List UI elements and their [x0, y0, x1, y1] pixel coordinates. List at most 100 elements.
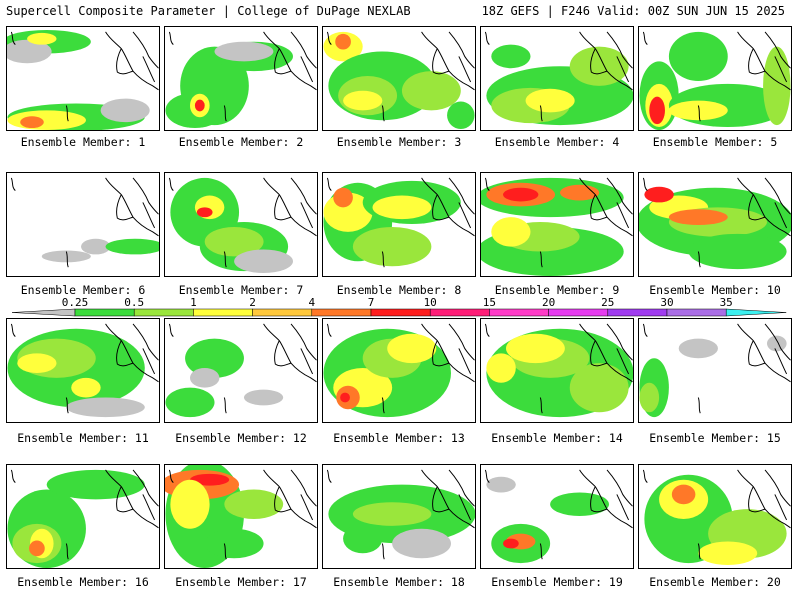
scp-field [323, 177, 475, 268]
ensemble-member-label: Ensemble Member: 2 [178, 135, 304, 149]
ensemble-member-map [6, 464, 160, 569]
legend-swatch [133, 308, 194, 317]
ensemble-member-map [322, 26, 476, 131]
ensemble-member-map [322, 464, 476, 569]
scp-contour [20, 116, 44, 129]
scp-contour [447, 101, 475, 130]
legend-tick-label: 2 [249, 296, 256, 309]
valid-time-label: 18Z GEFS | F246 Valid: 00Z SUN JUN 15 20… [481, 4, 785, 18]
ensemble-member-label: Ensemble Member: 20 [649, 575, 781, 589]
scp-contour [204, 528, 264, 559]
scp-contour [639, 382, 660, 413]
ensemble-member-map [164, 464, 318, 569]
scp-field [639, 323, 791, 418]
scp-contour [234, 249, 293, 274]
scp-field [323, 323, 475, 418]
great-lakes-outline [642, 31, 791, 122]
scp-contour [185, 338, 244, 378]
ensemble-member-map [164, 172, 318, 277]
great-lakes-outline [484, 469, 633, 560]
legend-tick-label: 0.5 [124, 296, 144, 309]
scp-contour [7, 39, 52, 64]
legend-swatch [666, 308, 727, 317]
great-lakes-outline [168, 469, 317, 560]
great-lakes-outline [326, 323, 475, 414]
great-lakes-outline [10, 323, 159, 414]
scp-contour [569, 46, 629, 86]
scp-contour [189, 473, 230, 486]
legend-tick-label: 4 [308, 296, 315, 309]
scp-field [165, 31, 317, 129]
legend-tick-label: 15 [483, 296, 496, 309]
ensemble-member-map [480, 464, 634, 569]
legend-tick-label: 35 [720, 296, 733, 309]
color-scale-legend: 0.25 0.5 1 2 4 7 10 15 20 25 30 35 [11, 296, 787, 317]
legend-swatch [607, 308, 668, 317]
scp-contour [71, 377, 101, 398]
ensemble-member-map [480, 172, 634, 277]
great-lakes-outline [484, 177, 633, 268]
scp-contour [196, 207, 213, 218]
ensemble-member-map [164, 26, 318, 131]
scp-field [165, 465, 317, 568]
scp-contour [372, 195, 432, 220]
great-lakes-outline [10, 469, 159, 560]
scp-field [481, 177, 633, 276]
scp-contour [194, 99, 205, 112]
scp-field [484, 323, 633, 418]
scp-contour [7, 110, 86, 130]
great-lakes-outline [168, 323, 317, 414]
scp-contour [766, 335, 787, 352]
scp-field [323, 31, 475, 130]
scp-contour [678, 338, 718, 359]
ensemble-member-label: Ensemble Member: 19 [491, 575, 623, 589]
great-lakes-outline [484, 31, 633, 122]
scp-field [10, 177, 159, 268]
scp-contour [224, 489, 284, 519]
great-lakes-outline [642, 323, 791, 414]
legend-swatch [74, 308, 135, 317]
scp-field [326, 469, 475, 560]
great-lakes-outline [326, 469, 475, 560]
scp-contour [392, 528, 451, 559]
scp-contour [486, 353, 516, 383]
legend-swatch [311, 308, 372, 317]
great-lakes-outline [168, 31, 317, 122]
legend-swatch [489, 308, 549, 317]
scp-field [168, 177, 317, 274]
scp-contour [569, 363, 629, 413]
great-lakes-outline [642, 469, 791, 560]
ensemble-member-map [480, 26, 634, 131]
legend-tick-label: 0.25 [62, 296, 89, 309]
legend-swatch [252, 308, 313, 317]
scp-contour [401, 71, 461, 111]
ensemble-member-map [6, 26, 160, 131]
ensemble-member-label: Ensemble Member: 15 [649, 431, 781, 445]
scp-contour [340, 392, 350, 403]
ensemble-member-label: Ensemble Member: 13 [333, 431, 465, 445]
scp-contour [668, 209, 728, 225]
scp-contour [387, 333, 437, 364]
scp-contour [100, 98, 150, 123]
legend-swatch [370, 308, 431, 317]
scp-contour [503, 538, 519, 549]
scp-contour [491, 217, 531, 247]
ensemble-member-label: Ensemble Member: 7 [178, 283, 304, 297]
ensemble-member-label: Ensemble Member: 4 [494, 135, 620, 149]
scp-contour [525, 88, 575, 113]
scp-contour [204, 226, 264, 257]
ensemble-member-label: Ensemble Member: 9 [494, 283, 620, 297]
scp-field [7, 29, 159, 130]
scp-field [165, 323, 317, 418]
legend-tick-label: 10 [424, 296, 437, 309]
ensemble-member-label: Ensemble Member: 18 [333, 575, 465, 589]
scp-contour [214, 41, 274, 62]
ensemble-member-label: Ensemble Member: 16 [17, 575, 149, 589]
scp-contour [170, 479, 210, 529]
scp-contour [644, 186, 674, 203]
great-lakes-outline [642, 177, 791, 268]
scp-field [7, 323, 159, 418]
scp-contour [503, 187, 539, 202]
scp-contour [17, 353, 57, 373]
scp-contour [352, 502, 432, 526]
